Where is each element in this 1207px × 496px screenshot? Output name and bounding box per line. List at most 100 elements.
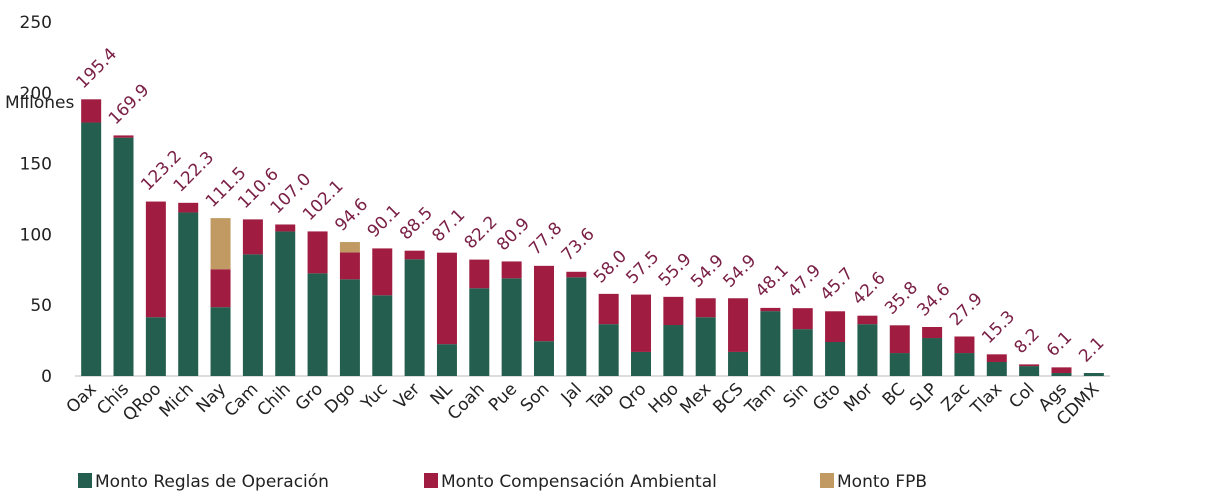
x-tick-label: Col (1005, 379, 1038, 412)
x-tick-label: Sin (780, 379, 813, 412)
x-tick-label: Tlax (966, 379, 1006, 419)
bar-segment (598, 324, 619, 376)
bar-segment (210, 218, 231, 270)
bar-segment (695, 317, 716, 376)
bar-segment (275, 224, 296, 232)
bar-segment (760, 307, 781, 312)
bar-segment (81, 122, 102, 376)
bar-segment (598, 293, 619, 325)
bar-segment (404, 259, 425, 376)
bar-segment (469, 259, 490, 289)
y-tick-label: 100 (20, 225, 52, 245)
bar-segment (210, 269, 231, 308)
bar-segment (1051, 373, 1072, 376)
x-tick-label: Zac (938, 379, 974, 415)
bar-segment (954, 353, 975, 376)
bar-segment (242, 219, 263, 255)
bar-segment (922, 338, 943, 376)
bar-segment (339, 242, 360, 253)
y-tick-label: 250 (20, 13, 52, 33)
x-tick-label: Son (517, 379, 554, 416)
x-tick-label: Mich (156, 379, 198, 421)
x-tick-label: Jal (557, 379, 586, 408)
total-label: 2.1 (1075, 333, 1108, 366)
x-tick-label: Gro (292, 379, 327, 414)
legend-swatch (78, 473, 92, 488)
bar-segment (792, 329, 813, 376)
bar-segment (339, 252, 360, 280)
bar-segment (566, 271, 587, 278)
x-tick-label: BC (879, 379, 910, 410)
total-label: 8.2 (1011, 325, 1044, 358)
bar-segment (81, 99, 102, 123)
bar-segment (178, 202, 199, 213)
bar-segment (372, 248, 393, 296)
bar-segment (178, 212, 199, 376)
bar-segment (436, 344, 457, 376)
bar-segment (922, 327, 943, 339)
bar-segment (728, 351, 749, 376)
bar-segment (1019, 366, 1040, 376)
total-label: 47.9 (784, 261, 825, 302)
bar-segment (275, 231, 296, 376)
legend-label: Monto Compensación Ambiental (441, 472, 717, 492)
x-tick-label: QRoo (119, 379, 165, 425)
bar-segment (145, 201, 166, 318)
total-label: 58.0 (590, 246, 631, 287)
bar-segment (210, 307, 231, 376)
total-label: 195.4 (73, 44, 122, 93)
x-tick-label: Hgo (645, 379, 683, 417)
x-tick-label: Tam (741, 379, 780, 418)
x-tick-label: Qro (615, 379, 651, 415)
bar-segment (113, 137, 134, 376)
bar-segment (436, 252, 457, 345)
y-tick-label: 50 (30, 296, 52, 316)
total-label: 88.5 (396, 203, 437, 244)
y-axis-label: Millones (5, 93, 74, 113)
legend-label: Monto Reglas de Operación (95, 472, 329, 492)
legend-label: Monto FPB (837, 472, 927, 492)
bar-segment (145, 317, 166, 376)
x-tick-label: Ver (390, 379, 424, 413)
bar-segment (631, 351, 652, 376)
total-label: 169.9 (105, 80, 154, 129)
x-tick-label: BCS (709, 379, 747, 417)
bar-segment (792, 308, 813, 330)
total-label: 54.9 (687, 251, 728, 292)
total-label: 6.1 (1043, 328, 1076, 361)
x-tick-label: Cam (221, 379, 263, 421)
y-tick-label: 200 (20, 84, 52, 104)
bar-segment (307, 231, 328, 274)
x-tick-label: Mex (676, 379, 715, 418)
bar-segment (566, 277, 587, 376)
total-label: 55.9 (655, 249, 696, 290)
bar-segment (631, 294, 652, 352)
total-label: 57.5 (622, 247, 663, 288)
bar-segment (954, 336, 975, 354)
y-tick-label: 0 (41, 367, 52, 387)
bar-segment (501, 278, 522, 376)
bar-segment (825, 311, 846, 343)
bar-segment (339, 279, 360, 376)
bar-segment (889, 325, 910, 354)
bar-segment (825, 342, 846, 376)
x-tick-label: Pue (485, 379, 521, 415)
x-tick-label: Dgo (321, 379, 359, 417)
bar-segment (501, 261, 522, 279)
bar-segment (889, 353, 910, 376)
y-tick-label: 150 (20, 155, 52, 175)
bar-segment (663, 325, 684, 376)
bar-segment (469, 288, 490, 376)
bar-segment (663, 296, 684, 326)
bar-segment (307, 273, 328, 376)
x-tick-label: Chih (254, 379, 295, 420)
x-tick-label: Oax (63, 379, 101, 417)
bar-segment (760, 311, 781, 376)
bar-segment (242, 254, 263, 376)
bar-segment (1051, 367, 1072, 374)
bar-segment (404, 250, 425, 260)
x-tick-label: Gto (809, 379, 845, 415)
bar-segment (372, 295, 393, 376)
bar-segment (986, 354, 1007, 362)
